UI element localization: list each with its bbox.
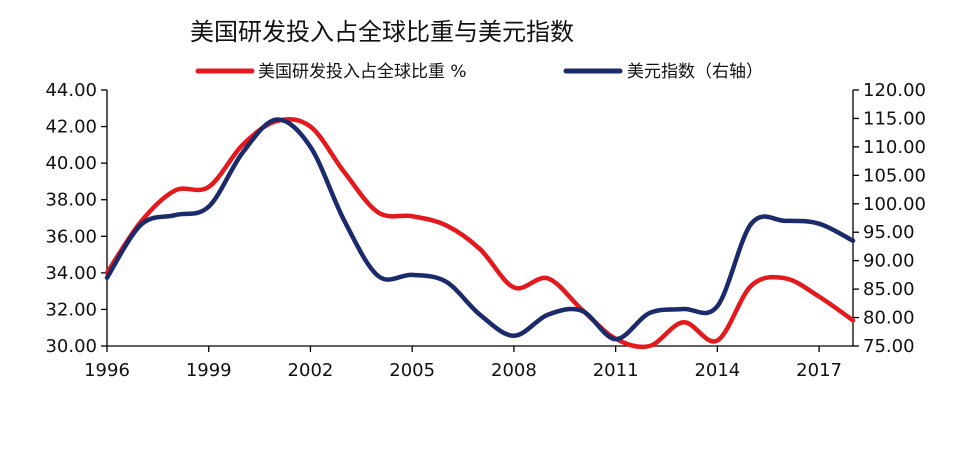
x-tick-label: 2014 xyxy=(694,360,740,381)
right-tick-label: 85.00 xyxy=(863,279,915,300)
right-tick-label: 100.00 xyxy=(863,194,926,215)
x-tick-label: 2008 xyxy=(491,360,537,381)
right-tick-label: 105.00 xyxy=(863,165,926,186)
series-line-dollar-index xyxy=(104,117,856,342)
right-axis-ticks: 75.00 80.00 85.00 90.00 95.00 100.00 105.00 110… xyxy=(853,80,926,357)
left-tick-label: 38.00 xyxy=(45,190,97,211)
x-tick-label: 2005 xyxy=(389,360,435,381)
left-tick-label: 34.00 xyxy=(45,263,97,284)
x-tick-label: 1996 xyxy=(84,360,130,381)
x-tick-label: 2017 xyxy=(796,360,842,381)
left-tick-label: 36.00 xyxy=(45,226,97,247)
series-line-rd-share xyxy=(104,116,856,350)
right-tick-label: 120.00 xyxy=(863,80,926,101)
right-tick-label: 115.00 xyxy=(863,108,926,129)
left-tick-label: 32.00 xyxy=(45,299,97,320)
legend: 美国研发投入占全球比重 % 美元指数（右轴） xyxy=(195,62,763,82)
right-tick-label: 90.00 xyxy=(863,251,915,272)
legend-label-rd-share: 美国研发投入占全球比重 % xyxy=(258,62,467,82)
right-tick-label: 110.00 xyxy=(863,137,926,158)
chart-title: 美国研发投入占全球比重与美元指数 xyxy=(190,18,574,46)
left-axis-ticks: 30.00 32.00 34.00 36.00 38.00 40.00 42.00 44.00 xyxy=(45,80,107,357)
legend-label-dollar-index: 美元指数（右轴） xyxy=(627,62,763,82)
x-axis-ticks: 1996 1999 2002 2005 2008 2011 2014 2017 xyxy=(84,346,842,381)
left-tick-label: 40.00 xyxy=(45,153,97,174)
left-tick-label: 44.00 xyxy=(45,80,97,101)
x-tick-label: 2011 xyxy=(593,360,639,381)
right-tick-label: 95.00 xyxy=(863,222,915,243)
axes xyxy=(106,90,854,347)
x-tick-label: 2002 xyxy=(288,360,334,381)
series-layer xyxy=(104,116,856,350)
right-tick-label: 75.00 xyxy=(863,336,915,357)
left-tick-label: 30.00 xyxy=(45,336,97,357)
right-tick-label: 80.00 xyxy=(863,308,915,329)
left-tick-label: 42.00 xyxy=(45,117,97,138)
x-tick-label: 1999 xyxy=(186,360,232,381)
